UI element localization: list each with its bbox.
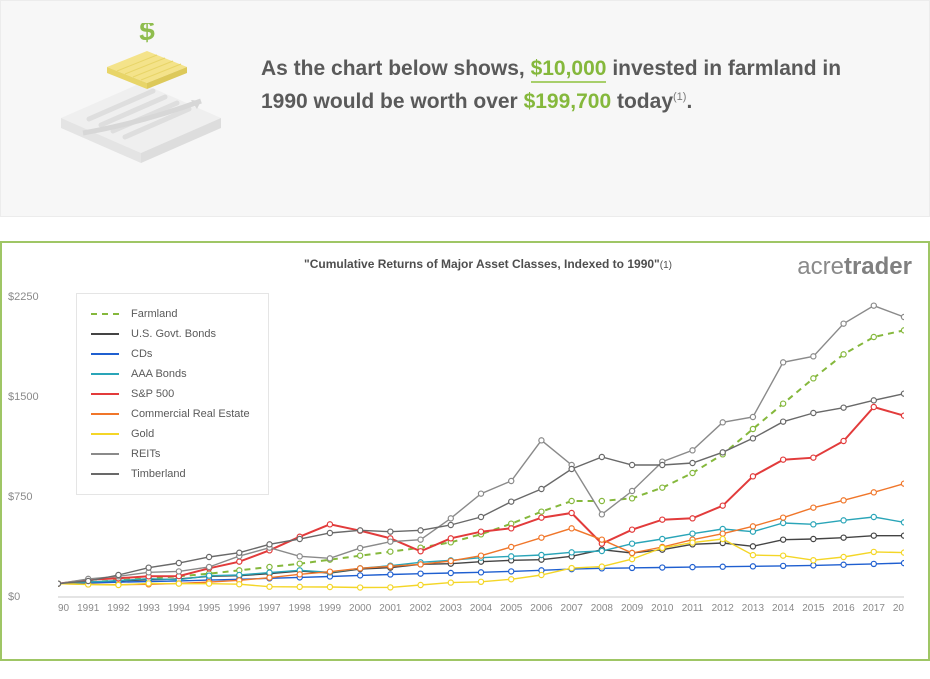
svg-text:2017: 2017 [863,603,886,614]
legend-label: Gold [131,428,154,440]
legend-swatch [91,393,119,395]
legend-item: REITs [91,444,250,464]
svg-text:$: $ [139,23,155,47]
y-tick-label: $2250 [8,291,39,303]
svg-text:2010: 2010 [651,603,674,614]
legend-item: Gold [91,424,250,444]
svg-text:1994: 1994 [168,603,191,614]
legend-label: Farmland [131,308,177,320]
hero-illustration: $ [41,19,261,188]
legend-item: Farmland [91,304,250,324]
legend-swatch [91,373,119,375]
svg-text:1997: 1997 [258,603,281,614]
legend-label: CDs [131,348,152,360]
legend-swatch [91,313,119,315]
hero-text-post: today [611,90,673,113]
y-tick-label: $1500 [8,391,39,403]
svg-text:2000: 2000 [349,603,372,614]
svg-text:1998: 1998 [289,603,312,614]
legend-label: Commercial Real Estate [131,408,250,420]
svg-text:2016: 2016 [832,603,855,614]
svg-text:2008: 2008 [591,603,614,614]
y-tick-label: $750 [8,491,32,503]
chart-title-text: "Cumulative Returns of Major Asset Class… [304,257,660,271]
plot-area: $0$750$1500$2250 19901991199219931994199… [58,277,918,621]
svg-text:1992: 1992 [107,603,130,614]
legend: Farmland U.S. Govt. Bonds CDs AAA Bonds S&P … [76,293,269,495]
svg-text:2015: 2015 [802,603,825,614]
svg-text:2012: 2012 [712,603,735,614]
legend-item: Commercial Real Estate [91,404,250,424]
svg-text:2003: 2003 [440,603,463,614]
isometric-farmland-icon: $ [41,23,241,183]
svg-text:1991: 1991 [77,603,100,614]
brand-word-1: acre [797,253,844,280]
svg-text:2018: 2018 [893,603,904,614]
chart-card: acretrader "Cumulative Returns of Major … [0,241,930,661]
legend-item: U.S. Govt. Bonds [91,324,250,344]
legend-label: Timberland [131,468,186,480]
svg-text:1996: 1996 [228,603,251,614]
legend-swatch [91,413,119,415]
svg-text:2001: 2001 [379,603,402,614]
hero-text-period: . [686,90,692,113]
hero-amount-final: $199,700 [524,90,612,113]
svg-text:1995: 1995 [198,603,221,614]
svg-text:1990: 1990 [58,603,70,614]
hero-text-pre: As the chart below shows, [261,57,531,80]
legend-item: AAA Bonds [91,364,250,384]
svg-text:2007: 2007 [561,603,584,614]
legend-swatch [91,333,119,335]
svg-text:2011: 2011 [682,603,704,614]
legend-swatch [91,453,119,455]
svg-text:1999: 1999 [319,603,342,614]
legend-item: S&P 500 [91,384,250,404]
legend-swatch [91,433,119,435]
legend-label: REITs [131,448,160,460]
chart-title-ref: (1) [660,260,672,271]
svg-text:2013: 2013 [742,603,765,614]
legend-label: U.S. Govt. Bonds [131,328,216,340]
hero-copy: As the chart below shows, $10,000 invest… [261,19,889,118]
svg-text:2004: 2004 [470,603,493,614]
legend-swatch [91,473,119,475]
chart-title: "Cumulative Returns of Major Asset Class… [58,257,918,271]
svg-text:2005: 2005 [500,603,523,614]
hero-panel: $ As the chart below shows, $10,000 inve… [0,0,930,217]
brand-word-2: trader [844,253,912,280]
hero-footnote-ref: (1) [673,91,686,103]
svg-text:2006: 2006 [530,603,553,614]
svg-text:2009: 2009 [621,603,644,614]
legend-item: CDs [91,344,250,364]
svg-text:2002: 2002 [409,603,432,614]
hero-amount-initial: $10,000 [531,57,607,83]
y-tick-label: $0 [8,591,20,603]
svg-text:1993: 1993 [138,603,161,614]
legend-label: S&P 500 [131,388,174,400]
svg-text:2014: 2014 [772,603,795,614]
legend-label: AAA Bonds [131,368,187,380]
legend-swatch [91,353,119,355]
legend-item: Timberland [91,464,250,484]
